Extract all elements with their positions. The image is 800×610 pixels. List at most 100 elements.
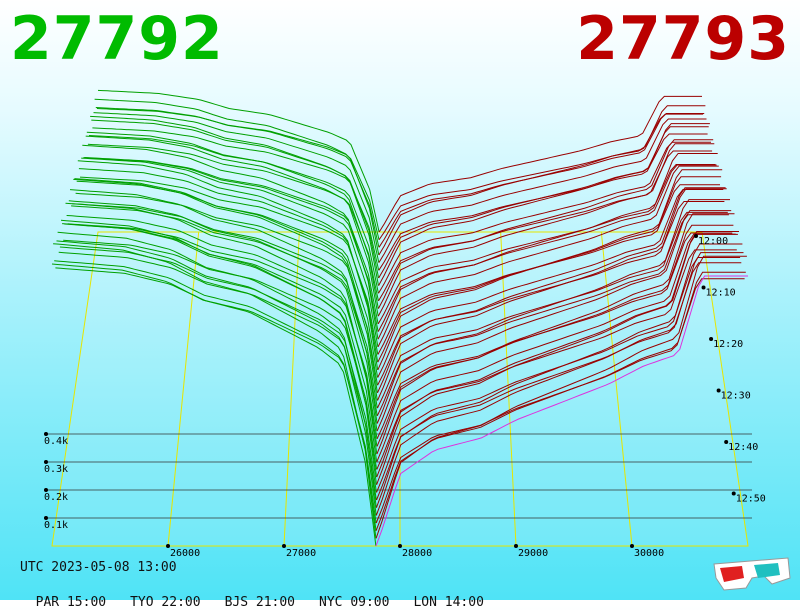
3d-glasses-icon[interactable] <box>712 556 792 592</box>
ask-depth-line <box>377 153 718 340</box>
time-tick-label: 12:30 <box>721 390 751 401</box>
depth-tick-label: 0.4k <box>44 436 68 447</box>
ask-depth-line <box>378 123 710 286</box>
price-gridline <box>600 231 633 547</box>
time-tick <box>701 285 706 290</box>
time-tick-label: 12:00 <box>698 236 728 247</box>
time-tick-label: 12:10 <box>706 287 736 298</box>
time-tick <box>716 388 721 393</box>
bid-depth-line <box>51 263 377 547</box>
depth-tick <box>44 488 48 492</box>
ask-depth-line <box>376 249 737 470</box>
ask-depth-line <box>377 187 726 394</box>
bid-depth-line <box>54 260 377 531</box>
price-gridline <box>500 231 517 547</box>
ask-depth-line <box>377 143 715 317</box>
utc-timestamp: UTC 2023-05-08 13:00 <box>20 560 177 575</box>
best-ask-price: 27793 <box>576 4 790 74</box>
time-tick <box>731 491 736 496</box>
price-tick <box>630 544 634 548</box>
bid-depth-line <box>57 231 377 508</box>
bid-depth-line <box>87 143 379 302</box>
bid-depth-line <box>66 215 378 447</box>
bid-depth-line <box>94 98 380 256</box>
bid-depth-line <box>81 157 379 347</box>
bid-depth-line <box>95 107 380 248</box>
chart-axes: 0.1k 0.2k 0.3k 0.4k 26000 27000 28000 29000 3000… <box>44 234 766 559</box>
time-tick <box>724 439 729 444</box>
timezone-par: PAR 15:00 <box>35 595 107 610</box>
bid-depth-line <box>58 251 377 501</box>
depth-tick <box>44 516 48 520</box>
bid-depth-line <box>90 115 379 286</box>
depth-tick <box>44 432 48 436</box>
ask-depth-line <box>377 189 724 378</box>
depth-curves <box>51 89 748 547</box>
ask-depth-line <box>378 105 706 256</box>
price-tick-label: 30000 <box>634 548 664 559</box>
price-tick <box>398 544 402 548</box>
price-gridline <box>283 231 300 547</box>
ask-depth-line <box>377 165 719 348</box>
bid-depth-line <box>73 178 378 401</box>
bid-depth-line <box>56 240 377 516</box>
bid-depth-line <box>83 157 379 332</box>
bid-depth-line <box>59 246 377 493</box>
ask-depth-line <box>376 199 730 424</box>
price-tick <box>166 544 170 548</box>
bid-depth-line <box>65 202 378 455</box>
ask-depth-line <box>378 141 711 294</box>
ask-depth-line <box>375 255 747 539</box>
timezone-bjs: BJS 21:00 <box>224 595 296 610</box>
ask-depth-line <box>376 210 732 432</box>
ask-depth-line <box>376 233 736 462</box>
ask-depth-line <box>378 118 707 263</box>
ask-depth-line <box>375 252 744 516</box>
price-tick-label: 29000 <box>518 548 548 559</box>
ask-depth-line <box>377 164 716 325</box>
bid-depth-line <box>75 192 378 386</box>
timezone-tyo: TYO 22:00 <box>130 595 201 610</box>
bid-depth-line <box>97 89 380 233</box>
price-tick-label: 28000 <box>402 548 432 559</box>
ask-depth-line <box>376 233 738 478</box>
bid-depth-line <box>79 176 379 355</box>
time-tick-label: 12:20 <box>713 339 743 350</box>
ask-depth-line <box>378 150 713 302</box>
bid-depth-line <box>78 168 379 363</box>
depth-tick-label: 0.1k <box>44 520 68 531</box>
time-tick-label: 12:50 <box>736 493 766 504</box>
depth-tick-label: 0.2k <box>44 492 68 503</box>
price-tick-label: 26000 <box>170 548 200 559</box>
ask-depth-line <box>377 169 723 371</box>
bid-depth-line <box>63 239 378 470</box>
ask-depth-line <box>376 231 739 485</box>
bid-depth-line <box>72 203 378 409</box>
bid-depth-line <box>93 112 380 263</box>
bid-depth-line <box>77 160 379 370</box>
bid-depth-line <box>86 131 379 309</box>
bid-depth-line <box>60 219 377 485</box>
ask-depth-line <box>377 188 727 401</box>
bid-depth-line <box>92 127 380 271</box>
bid-depth-line <box>53 243 377 539</box>
price-tick <box>282 544 286 548</box>
price-gridline <box>167 231 200 547</box>
ask-depth-line <box>375 275 748 547</box>
price-tick <box>514 544 518 548</box>
bid-depth-line <box>74 178 378 393</box>
bid-depth-line <box>71 205 378 416</box>
timezone-nyc: NYC 09:00 <box>319 595 390 610</box>
time-tick-label: 12:40 <box>728 442 758 453</box>
bid-depth-line <box>85 135 379 317</box>
bid-depth-line <box>69 189 378 424</box>
ask-depth-line <box>375 271 746 531</box>
price-tick-label: 27000 <box>286 548 316 559</box>
time-tick <box>709 336 714 341</box>
time-tick <box>694 234 698 238</box>
timezone-clocks: PAR 15:00 TYO 22:00 BJS 21:00 NYC 09:00 LON … <box>20 580 508 610</box>
bid-depth-line <box>67 223 378 439</box>
timezone-lon: LON 14:00 <box>413 595 484 610</box>
depth-tick <box>44 460 48 464</box>
